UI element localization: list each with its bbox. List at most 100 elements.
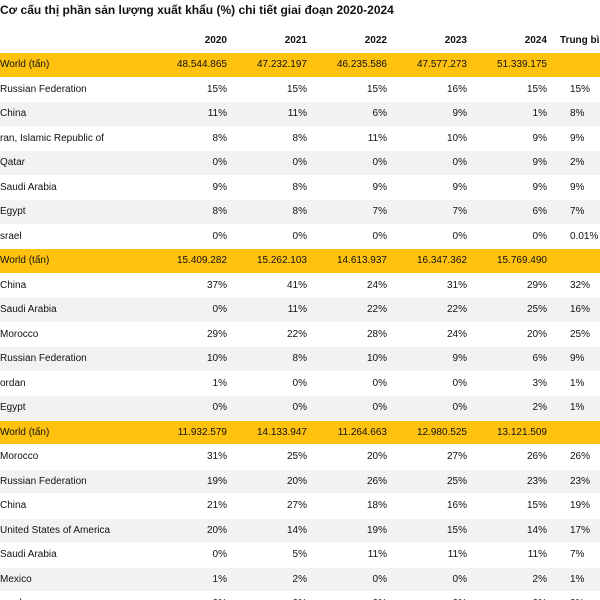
table-body: World (tấn) 48.544.865 47.232.197 46.235.58… [0,52,600,600]
header-cell-2024: 2024 [524,34,547,46]
table-cell: 8% [240,174,320,200]
table-cell: 14% [480,517,560,543]
table-cell: 6% [480,199,560,224]
table-cell: 9% [560,125,600,151]
table-cell [560,52,600,77]
table-row: Morocco 29% 22% 28% 24% 20% 25% [0,321,600,347]
table-cell: 21% [160,493,240,518]
table-cell: 46.235.586 [320,52,400,77]
table-cell: 37% [160,272,240,298]
table-cell: 27% [400,444,480,469]
table-cell: 18% [320,493,400,518]
table-cell: 2% [560,150,600,175]
table-cell: 12.980.525 [400,419,480,445]
table-row: Morocco 31% 25% 20% 27% 26% 26% [0,444,600,469]
table-cell: 2% [480,566,560,592]
table-cell: 27% [240,493,320,518]
table-cell: 8% [240,199,320,224]
table-cell: 0% [320,223,400,249]
table-cell: 14.133.947 [240,419,320,445]
table-cell: 25% [240,444,320,469]
table-cell: 15.262.103 [240,248,320,273]
row-label: China [0,493,160,518]
table-cell: 20% [240,468,320,494]
table-cell: 3% [480,370,560,396]
row-label: srael [0,591,160,600]
table-cell: 1% [480,101,560,126]
table-cell: 31% [400,272,480,298]
table-cell: 0% [160,150,240,175]
table-cell: 11% [320,542,400,567]
table-cell: 16% [400,493,480,518]
table-row: China 11% 11% 6% 9% 1% 8% [0,101,600,126]
world-total-row: World (tấn) 15.409.282 15.262.103 14.613.93… [0,248,600,273]
table-row: China 37% 41% 24% 31% 29% 32% [0,272,600,298]
table-cell: 22% [240,321,320,347]
table-cell: 29% [160,321,240,347]
table-cell: 0% [160,542,240,567]
table-cell: 0% [320,566,400,592]
table-row: Russian Federation 19% 20% 26% 25% 23% 23% [0,468,600,494]
table-row: Qatar 0% 0% 0% 0% 9% 2% [0,150,600,175]
row-label: Russian Federation [0,468,160,494]
table-cell: 20% [480,321,560,347]
table-cell: 6% [480,346,560,371]
table-cell: 8% [240,346,320,371]
row-label: Morocco [0,321,160,347]
table-cell: 26% [320,468,400,494]
table-cell: 1% [160,566,240,592]
table-cell: 13.121.509 [480,419,560,445]
table-cell: 16.347.362 [400,248,480,273]
table-cell: 0.01% [560,223,600,249]
row-label: China [0,101,160,126]
table-cell: 23% [480,468,560,494]
table-row: Mexico 1% 2% 0% 0% 2% 1% [0,566,600,592]
table-cell: 7% [560,542,600,567]
table-cell: 10% [320,346,400,371]
table-row: srael 0% 0% 0% 0% 0% 0.01% [0,223,600,249]
table-cell: 0% [240,150,320,175]
table-cell: 9% [480,174,560,200]
table-row: China 21% 27% 18% 16% 15% 19% [0,493,600,518]
table-cell: 0% [160,223,240,249]
table-cell: 14% [240,517,320,543]
table-cell: 15% [560,76,600,102]
table-cell: 0% [400,370,480,396]
table-cell: 9% [560,346,600,371]
table-cell: 0% [240,395,320,420]
table-cell: 0% [560,591,600,600]
row-label: srael [0,223,160,249]
table-cell: 19% [560,493,600,518]
table-cell: 20% [320,444,400,469]
table-cell: 0% [160,395,240,420]
row-label: Egypt [0,199,160,224]
table-cell: 2% [240,566,320,592]
row-label: United States of America [0,517,160,543]
table-cell: 7% [320,199,400,224]
row-label: World (tấn) [0,52,160,77]
table-row: Russian Federation 10% 8% 10% 9% 6% 9% [0,346,600,371]
table-cell: 15.769.490 [480,248,560,273]
row-label: Qatar [0,150,160,175]
table-cell: 48.544.865 [160,52,240,77]
table-cell: 0% [320,370,400,396]
table-row: ran, Islamic Republic of 8% 8% 11% 10% 9% 9% [0,125,600,151]
table-cell: 0% [480,223,560,249]
table-cell: 11% [240,101,320,126]
header-cell-2021: 2021 [284,34,307,46]
table-cell: 0% [240,591,320,600]
table-cell: 28% [320,321,400,347]
table-cell: 0% [160,591,240,600]
table-cell: 0% [160,297,240,322]
row-label: Saudi Arabia [0,297,160,322]
table-cell: 15.409.282 [160,248,240,273]
table-cell: 25% [480,297,560,322]
row-label: Egypt [0,395,160,420]
row-label: Saudi Arabia [0,542,160,567]
table-cell: 26% [560,444,600,469]
table-cell: 0% [240,223,320,249]
table-row: ordan 1% 0% 0% 0% 3% 1% [0,370,600,396]
table-cell: 16% [560,297,600,322]
world-total-row: World (tấn) 11.932.579 14.133.947 11.264.66… [0,419,600,445]
